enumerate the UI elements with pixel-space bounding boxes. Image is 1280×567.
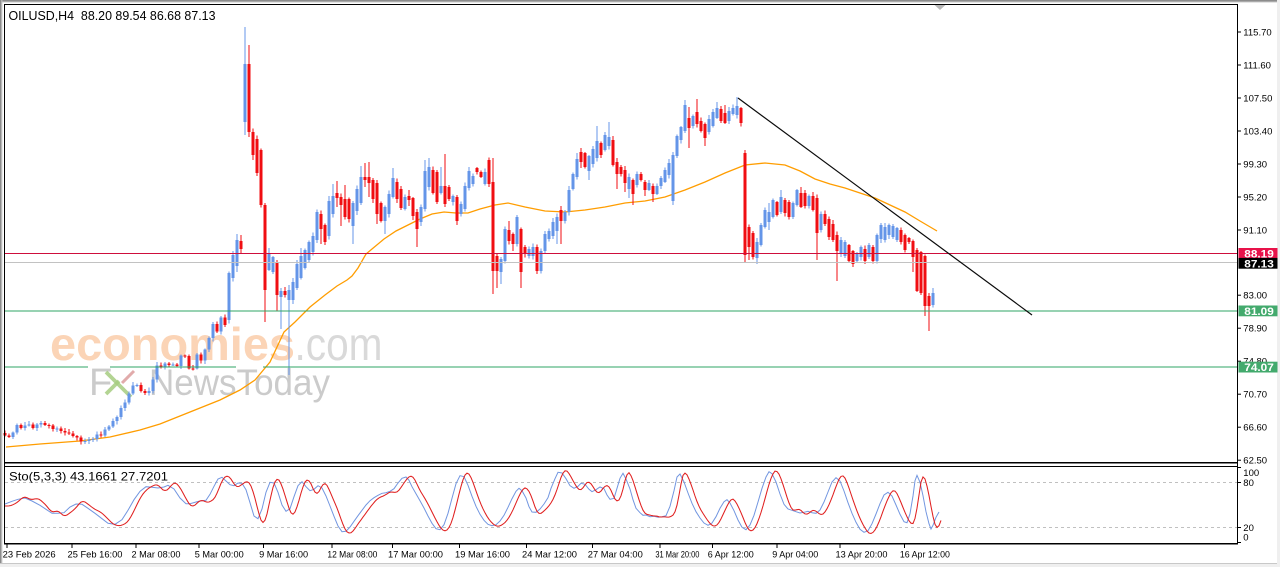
svg-text:13 Apr 20:00: 13 Apr 20:00 — [836, 550, 888, 561]
svg-text:16 Apr 12:00: 16 Apr 12:00 — [900, 550, 950, 561]
svg-text:5 Mar 00:00: 5 Mar 00:00 — [195, 550, 244, 561]
svg-text:9 Apr 04:00: 9 Apr 04:00 — [772, 550, 818, 561]
svg-text:0: 0 — [1243, 533, 1248, 544]
svg-text:Sto(5,3,3) 43.1661 27.7201: Sto(5,3,3) 43.1661 27.7201 — [9, 470, 168, 484]
svg-text:27 Mar 04:00: 27 Mar 04:00 — [588, 550, 643, 561]
svg-text:87.13: 87.13 — [1244, 258, 1274, 270]
svg-text:F: F — [89, 362, 112, 404]
svg-text:80: 80 — [1243, 478, 1254, 489]
svg-text:83.00: 83.00 — [1243, 291, 1267, 302]
svg-text:111.60: 111.60 — [1243, 61, 1271, 72]
svg-text:107.50: 107.50 — [1243, 94, 1272, 105]
svg-text:2 Mar 08:00: 2 Mar 08:00 — [132, 550, 181, 561]
svg-text:74.07: 74.07 — [1244, 362, 1274, 374]
svg-text:12 Mar 08:00: 12 Mar 08:00 — [327, 550, 377, 561]
svg-text:70.70: 70.70 — [1243, 390, 1267, 401]
svg-text:OILUSD,H4 88.20 89.54 86.68 8: OILUSD,H4 88.20 89.54 86.68 87.13 — [9, 8, 216, 23]
svg-text:9 Mar 16:00: 9 Mar 16:00 — [259, 550, 308, 561]
svg-text:62.50: 62.50 — [1243, 456, 1267, 467]
svg-text:81.09: 81.09 — [1244, 306, 1274, 318]
svg-text:31 Mar 20:00: 31 Mar 20:00 — [655, 550, 699, 561]
svg-text:23 Feb 2026: 23 Feb 2026 — [3, 550, 56, 561]
svg-text:88.19: 88.19 — [1244, 248, 1274, 260]
svg-text:19 Mar 16:00: 19 Mar 16:00 — [455, 550, 510, 561]
svg-text:99.30: 99.30 — [1243, 160, 1267, 171]
svg-text:6 Apr 12:00: 6 Apr 12:00 — [708, 550, 754, 561]
svg-text:economies: economies — [50, 318, 295, 370]
svg-text:24 Mar 12:00: 24 Mar 12:00 — [522, 550, 577, 561]
svg-text:103.40: 103.40 — [1243, 127, 1272, 138]
svg-text:91.10: 91.10 — [1243, 226, 1267, 237]
svg-text:NewsToday: NewsToday — [149, 361, 330, 403]
svg-text:78.90: 78.90 — [1243, 324, 1267, 335]
svg-text:20: 20 — [1243, 523, 1254, 534]
svg-text:115.70: 115.70 — [1243, 28, 1271, 39]
svg-text:.com: .com — [295, 318, 383, 370]
svg-text:25 Feb 16:00: 25 Feb 16:00 — [68, 550, 123, 561]
svg-text:95.20: 95.20 — [1243, 193, 1267, 204]
svg-text:17 Mar 00:00: 17 Mar 00:00 — [388, 550, 443, 561]
svg-text:100: 100 — [1243, 468, 1259, 479]
svg-text:66.60: 66.60 — [1243, 423, 1267, 434]
